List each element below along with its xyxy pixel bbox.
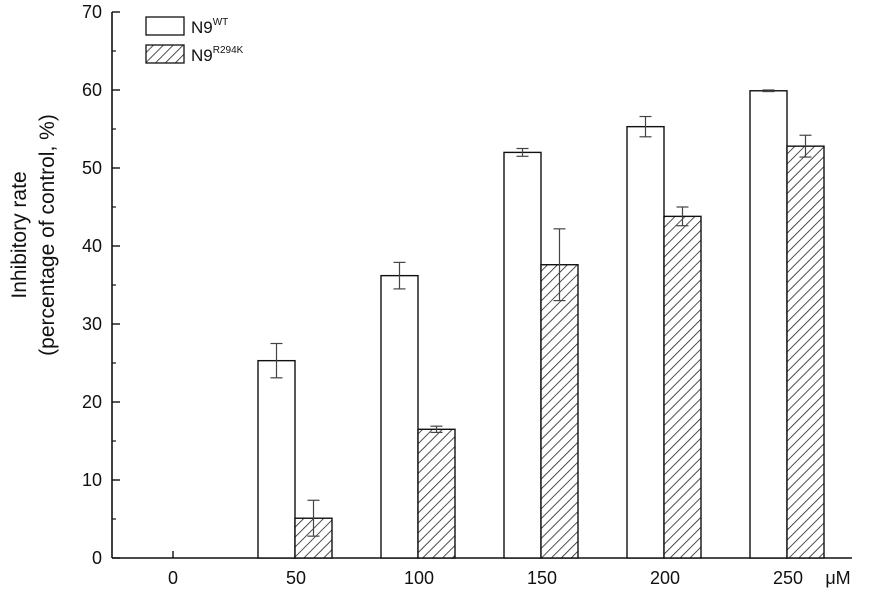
bar-r294k [786,145,825,559]
legend: N9WT N9R294K [145,16,244,65]
bar-wt [380,274,419,559]
y-tick-label: 30 [82,314,102,334]
bar-r294k [663,215,702,559]
y-tick-label: 50 [82,158,102,178]
y-tick-label: 10 [82,470,102,490]
bar-wt [626,125,665,559]
y-axis-label-line1: Inhibitory rate [8,171,31,298]
x-tick-label: 150 [527,568,557,588]
bar-wt [257,359,296,559]
bar-r294k [540,264,579,559]
bars [257,89,825,559]
x-tick-label: 100 [404,568,434,588]
legend-label-r294k: N9R294K [191,45,244,65]
axes: 0 10 20 30 40 50 60 70 0 50 100 150 200 250 [82,2,852,588]
x-tick-label: 0 [168,568,178,588]
legend-label-wt: N9WT [191,17,228,37]
x-tick-label: 50 [286,568,306,588]
bar-r294k [417,428,456,559]
y-tick-label: 70 [82,2,102,22]
x-tick-label: 250 [773,568,803,588]
y-axis-label-line2: (percentage of control, %) [36,114,59,356]
y-tick-label: 20 [82,392,102,412]
legend-swatch-wt [145,16,185,36]
x-axis-unit: μM [825,568,850,588]
y-tick-label: 60 [82,80,102,100]
x-tick-label: 200 [650,568,680,588]
legend-swatch-r294k [145,44,185,64]
bar-wt [749,90,788,559]
y-tick-label: 0 [92,548,102,568]
bar-wt [503,151,542,559]
y-tick-label: 40 [82,236,102,256]
